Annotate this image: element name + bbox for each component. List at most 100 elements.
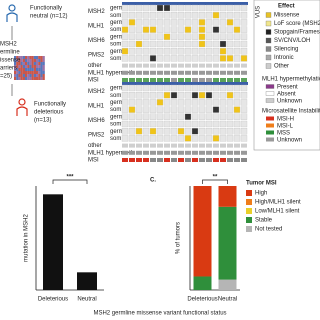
oncoprint-cell xyxy=(213,158,219,162)
oncoprint-cell xyxy=(184,33,192,40)
oncoprint-cell xyxy=(241,70,247,75)
oncoprint-cell xyxy=(185,150,191,155)
oncoprint-cell xyxy=(198,92,206,99)
oncoprint-cell xyxy=(233,106,241,113)
heat-cell xyxy=(38,71,41,74)
oncoprint-cell xyxy=(122,143,128,148)
oncoprint-cell xyxy=(178,78,184,82)
oncoprint-cell xyxy=(135,4,143,12)
oncoprint-cell xyxy=(122,158,128,162)
oncoprint-cell xyxy=(128,4,136,12)
oncoprint-cell xyxy=(192,70,198,75)
heat-cell xyxy=(29,71,32,74)
oncoprint-cell xyxy=(226,12,234,19)
oncoprint-cell xyxy=(177,4,185,12)
oncoprint-cell xyxy=(143,158,149,162)
row-sublabel: som xyxy=(110,27,121,33)
oncoprint-cell xyxy=(128,135,136,142)
heat-cell xyxy=(20,77,23,80)
oncoprint-cell xyxy=(171,78,177,82)
oncoprint-cell xyxy=(149,33,157,40)
oncoprint-cell xyxy=(129,158,135,162)
oncoprint-cell xyxy=(135,113,143,120)
heat-cell xyxy=(40,74,43,77)
oncoprint-cell xyxy=(241,78,247,82)
oncoprint-cell xyxy=(226,19,234,26)
oncoprint-cell xyxy=(170,55,178,62)
oncoprint-cell xyxy=(233,19,241,26)
oncoprint-cell xyxy=(212,55,220,62)
oncoprint-cell xyxy=(135,92,143,99)
oncoprint-cell xyxy=(143,143,149,148)
oncoprint-cell xyxy=(240,106,248,113)
heat-cell xyxy=(22,77,25,80)
oncoprint-cell xyxy=(121,40,129,48)
oncoprint-cell xyxy=(192,143,198,148)
heat-cell xyxy=(20,65,23,68)
heat-cell xyxy=(31,68,34,71)
expression-heatmap xyxy=(14,56,45,80)
heat-cell xyxy=(27,77,30,80)
oncoprint-cell xyxy=(184,4,192,12)
heat-cell xyxy=(31,71,34,74)
row-sublabel: som xyxy=(110,93,121,99)
heat-cell xyxy=(16,56,19,59)
oncoprint-cell xyxy=(164,150,170,155)
oncoprint-header xyxy=(122,82,248,85)
heat-cell xyxy=(40,62,43,65)
oncoprint-cell xyxy=(191,19,199,26)
oncoprint-cell xyxy=(233,128,241,135)
oncoprint-cell xyxy=(170,26,178,33)
oncoprint-cell xyxy=(171,63,177,68)
heat-cell xyxy=(22,65,25,68)
oncoprint-cell xyxy=(206,70,212,75)
oncoprint-cell xyxy=(171,143,177,148)
oncoprint-cell xyxy=(185,70,191,75)
oncoprint-cell xyxy=(234,70,240,75)
row-sublabel: germ xyxy=(110,6,124,12)
legend-swatch xyxy=(265,63,272,69)
oncoprint-cell xyxy=(205,19,213,26)
oncoprint-cell xyxy=(212,120,220,128)
oncoprint-cell xyxy=(177,26,185,33)
legend-swatch xyxy=(265,20,272,27)
oncoprint-cell xyxy=(227,143,233,148)
heat-cell xyxy=(20,62,23,65)
heat-cell xyxy=(25,74,28,77)
oncoprint-cell xyxy=(199,158,205,162)
legend-label: Intronic xyxy=(274,55,294,61)
oncoprint-cell xyxy=(184,12,192,19)
oncoprint-cell xyxy=(206,143,212,148)
oncoprint-cell xyxy=(240,48,248,55)
oncoprint-cell xyxy=(156,4,164,12)
heat-cell xyxy=(38,74,41,77)
oncoprint-cell xyxy=(149,40,157,48)
legend-title: MLH1 hypermethylation xyxy=(262,77,320,83)
heat-cell xyxy=(29,77,32,80)
oncoprint-cell xyxy=(136,78,142,82)
oncoprint-cell xyxy=(198,4,206,12)
oncoprint-cell xyxy=(184,113,192,120)
heat-cell xyxy=(29,59,32,62)
heat-cell xyxy=(31,62,34,65)
row-sublabel: som xyxy=(110,122,121,128)
row-sublabel: germ xyxy=(110,114,124,120)
gene-label: MSH2 xyxy=(88,9,105,15)
oncoprint-cell xyxy=(156,26,164,33)
oncoprint-cell xyxy=(121,128,129,135)
heat-cell xyxy=(33,56,36,59)
oncoprint-cell xyxy=(205,92,213,99)
oncoprint-cell xyxy=(128,84,136,92)
oncoprint-cell xyxy=(219,40,227,48)
oncoprint-cell xyxy=(205,55,213,62)
oncoprint-cell xyxy=(192,150,198,155)
oncoprint-cell xyxy=(143,63,149,68)
oncoprint-cell xyxy=(157,63,163,68)
row-sublabel: som xyxy=(110,42,121,48)
oncoprint-cell xyxy=(240,99,248,106)
heat-cell xyxy=(20,71,23,74)
oncoprint-cell xyxy=(240,120,248,128)
oncoprint-cell xyxy=(205,40,213,48)
legend-label: MSS xyxy=(277,131,290,137)
